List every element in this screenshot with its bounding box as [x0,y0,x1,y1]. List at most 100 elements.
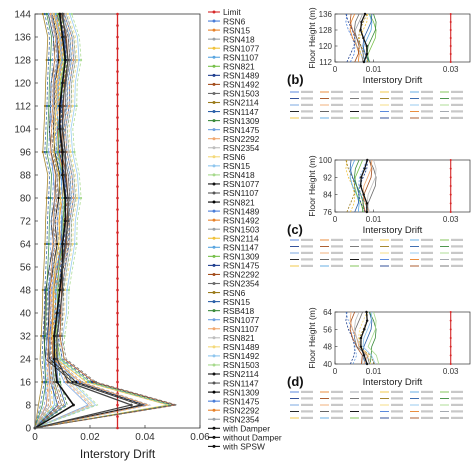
reference-series-marker [58,104,62,108]
subpanel-frame [334,159,471,213]
drift-series-marker [66,12,69,16]
subpanel-y-axis-title: Floor Height (m) [307,155,317,217]
drift-series-marker [72,58,75,62]
legend-entry-label: RSN1309 [223,252,260,262]
mini-legend-text-stub [391,397,403,400]
drift-series-line [34,13,95,429]
legend-swatch-marker [212,10,216,14]
mini-legend-text-stub [451,416,463,419]
mini-legend-text-stub [331,110,343,113]
mini-legend-text-stub [421,390,433,393]
drift-series-marker [45,288,48,292]
reference-series-marker [72,403,75,407]
drift-series-marker [41,12,44,16]
limit-marker [116,426,119,430]
x-tick-label: 0.03 [443,367,459,376]
mini-legend-text-stub [391,403,403,406]
drift-series-marker [51,12,54,16]
drift-series-marker [51,288,54,292]
reference-series-marker [63,196,67,200]
drift-series-marker [68,12,71,16]
limit-marker [116,139,119,142]
drift-series-marker [43,334,47,338]
legend-swatch-marker [212,91,216,95]
mini-legend-text-stub [421,397,433,400]
reference-series-marker [66,196,70,200]
x-tick-label: 0.01 [366,215,382,224]
mini-legend-text-stub [331,97,343,100]
legend-swatch-marker [212,128,216,132]
panel-d-chart: 40 48 56 64 0 0.01 0.03 Interstory Drift Floor H… [287,307,471,419]
y-tick-label: 48 [20,286,32,297]
reference-series-marker [61,127,64,131]
drift-series-marker [47,196,50,200]
reference-series-line [360,159,368,213]
y-tick-label: 112 [15,102,31,113]
drift-series-marker [53,58,56,62]
mini-legend-text-stub [301,245,313,248]
drift-series-marker [47,242,50,246]
mini-legend-text-stub [391,90,403,93]
limit-marker [116,311,119,315]
drift-series-marker [63,380,66,384]
limit-marker [449,176,452,179]
y-tick-label: 56 [20,263,32,274]
legend-entry-label: RSN15 [223,161,250,171]
drift-series-marker [78,58,81,62]
limit-marker [116,104,119,108]
limit-marker [449,53,452,55]
limit-marker [116,300,119,303]
mini-legend-text-stub [361,103,373,106]
limit-marker [449,319,452,322]
drift-series-line [34,13,58,429]
limit-marker [116,35,119,39]
drift-series-marker [47,288,50,292]
mini-legend-text-stub [391,103,403,106]
drift-series-marker [94,380,98,384]
legend-entry-label: RSN1492 [223,80,260,90]
y-tick-label: 24 [20,355,32,366]
reference-series-line [360,311,368,365]
legend-entry-label: with SPSW [222,442,265,452]
mini-legend-text-stub [361,258,373,261]
mini-legend-text-stub [391,245,403,248]
mini-legend-text-stub [301,416,313,419]
legend-entry-label: RSN1107 [223,52,259,62]
mini-legend-text-stub [361,97,373,100]
legend-swatch-marker [212,37,216,41]
drift-series-line [349,159,360,213]
limit-marker [116,70,119,73]
limit-marker [449,354,452,357]
subpanel-x-axis-title: Interstory Drift [363,377,423,388]
drift-series-marker [64,288,67,292]
reference-series-marker [63,150,67,154]
drift-series-marker [45,12,48,16]
legend-entry-label: RSN821 [223,333,255,343]
legend-swatch-marker [212,146,216,150]
legend-entry-label: RSN1309 [223,116,260,126]
panel-a-x-axis-title: Interstory Drift [80,447,156,461]
drift-series-marker [79,58,83,62]
legend-swatch-marker [212,164,216,168]
subpanel-x-axis-title: Interstory Drift [363,225,423,236]
legend-entry-label: RSN418 [223,34,255,44]
reference-series-marker [61,12,64,16]
drift-series-marker [68,58,72,62]
legend-entry-label: RSN1503 [223,89,260,99]
mini-legend-text-stub [421,264,433,267]
reference-series-marker [55,357,59,361]
reference-series-marker [52,357,56,361]
limit-marker [116,254,119,257]
legend-swatch-marker [212,254,216,258]
y-tick-label: 76 [323,208,332,217]
drift-series-line [358,311,375,365]
drift-series-marker [45,58,48,62]
drift-series-marker [41,288,44,292]
legend-swatch-marker [212,64,216,68]
mini-legend-text-stub [451,116,463,119]
limit-marker [116,185,119,188]
limit-marker [116,380,119,384]
reference-series-marker [61,35,64,39]
drift-series-marker [90,380,94,384]
limit-marker [116,415,119,418]
